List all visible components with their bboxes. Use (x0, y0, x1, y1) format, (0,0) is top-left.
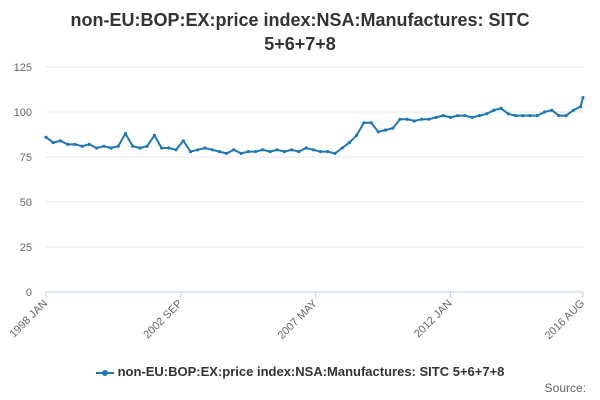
data-point (405, 117, 409, 121)
data-point (51, 141, 55, 145)
data-point (167, 146, 171, 150)
data-point (398, 117, 402, 121)
data-point (326, 150, 330, 154)
data-point (239, 151, 243, 155)
data-point (203, 146, 207, 150)
data-point (116, 144, 120, 148)
data-point (275, 148, 279, 152)
data-point (376, 130, 380, 134)
data-point (297, 150, 301, 154)
data-point (217, 150, 221, 154)
data-point (542, 110, 547, 114)
data-point (571, 108, 576, 112)
data-point (579, 105, 583, 109)
data-point (441, 114, 445, 118)
y-tick-label: 50 (20, 197, 32, 209)
data-point (145, 144, 149, 148)
data-point (261, 148, 265, 152)
data-point (123, 132, 128, 136)
data-point (456, 114, 460, 118)
x-tick-label: 2007 MAY (276, 297, 321, 342)
y-tick-label: 100 (14, 107, 32, 119)
legend-series-label: non-EU:BOP:EX:price index:NSA:Manufactur… (117, 364, 505, 379)
data-point (152, 133, 156, 137)
data-point (196, 148, 200, 152)
data-point (362, 121, 366, 125)
data-point (499, 106, 503, 110)
data-point (581, 96, 585, 100)
data-point (318, 150, 323, 154)
data-point (210, 148, 214, 152)
data-point (188, 150, 193, 154)
data-point (282, 150, 286, 154)
x-tick-label: 2012 JAN (412, 298, 455, 341)
data-point (225, 151, 229, 155)
data-point (369, 121, 373, 125)
data-point (528, 114, 532, 118)
data-point (131, 144, 135, 148)
x-tick-label: 2016 AUG (543, 298, 587, 342)
data-point (73, 142, 77, 146)
data-point (383, 128, 388, 132)
data-point (290, 148, 294, 152)
source-label: Source: (544, 381, 586, 395)
y-tick-label: 0 (26, 287, 32, 299)
y-tick-label: 125 (14, 62, 32, 74)
data-point (550, 108, 554, 112)
data-point (109, 146, 113, 150)
data-point (506, 112, 510, 116)
data-point (434, 115, 438, 119)
data-point (340, 146, 344, 150)
data-point (470, 115, 474, 119)
data-point (463, 114, 467, 118)
data-point (427, 117, 431, 121)
data-point (412, 119, 416, 123)
data-point (521, 114, 525, 118)
legend-series-marker (95, 368, 114, 378)
data-point (232, 148, 236, 152)
chart-title: non-EU:BOP:EX:price index:NSA:Manufactur… (70, 10, 530, 54)
data-point (535, 114, 539, 118)
data-point (44, 135, 48, 139)
data-point (485, 112, 489, 116)
data-point (557, 114, 561, 118)
data-point (160, 146, 164, 150)
data-point (514, 114, 518, 118)
series-line (45, 96, 584, 155)
data-point (95, 146, 99, 150)
data-point (355, 133, 359, 137)
legend[interactable]: non-EU:BOP:EX:price index:NSA:Manufactur… (0, 364, 600, 379)
data-point (58, 139, 63, 143)
x-tick-label: 2002 SEP (141, 298, 185, 342)
data-point (304, 146, 308, 150)
data-point (80, 144, 84, 148)
data-point (477, 114, 482, 118)
data-point (420, 117, 424, 121)
data-point (268, 150, 272, 154)
data-point (564, 114, 568, 118)
data-point (87, 142, 91, 146)
y-tick-label: 75 (20, 152, 32, 164)
data-point (138, 146, 142, 150)
y-tick-label: 25 (20, 242, 32, 254)
data-point (492, 108, 496, 112)
data-point (181, 139, 185, 143)
data-point (174, 148, 178, 152)
data-point (253, 150, 258, 154)
data-point (347, 141, 351, 145)
data-point (66, 142, 70, 146)
data-point (391, 126, 395, 130)
data-point (311, 148, 315, 152)
data-point (333, 151, 337, 155)
x-tick-label: 1998 JAN (7, 298, 50, 341)
data-point (102, 144, 106, 148)
data-point (449, 115, 453, 119)
data-point (246, 150, 250, 154)
